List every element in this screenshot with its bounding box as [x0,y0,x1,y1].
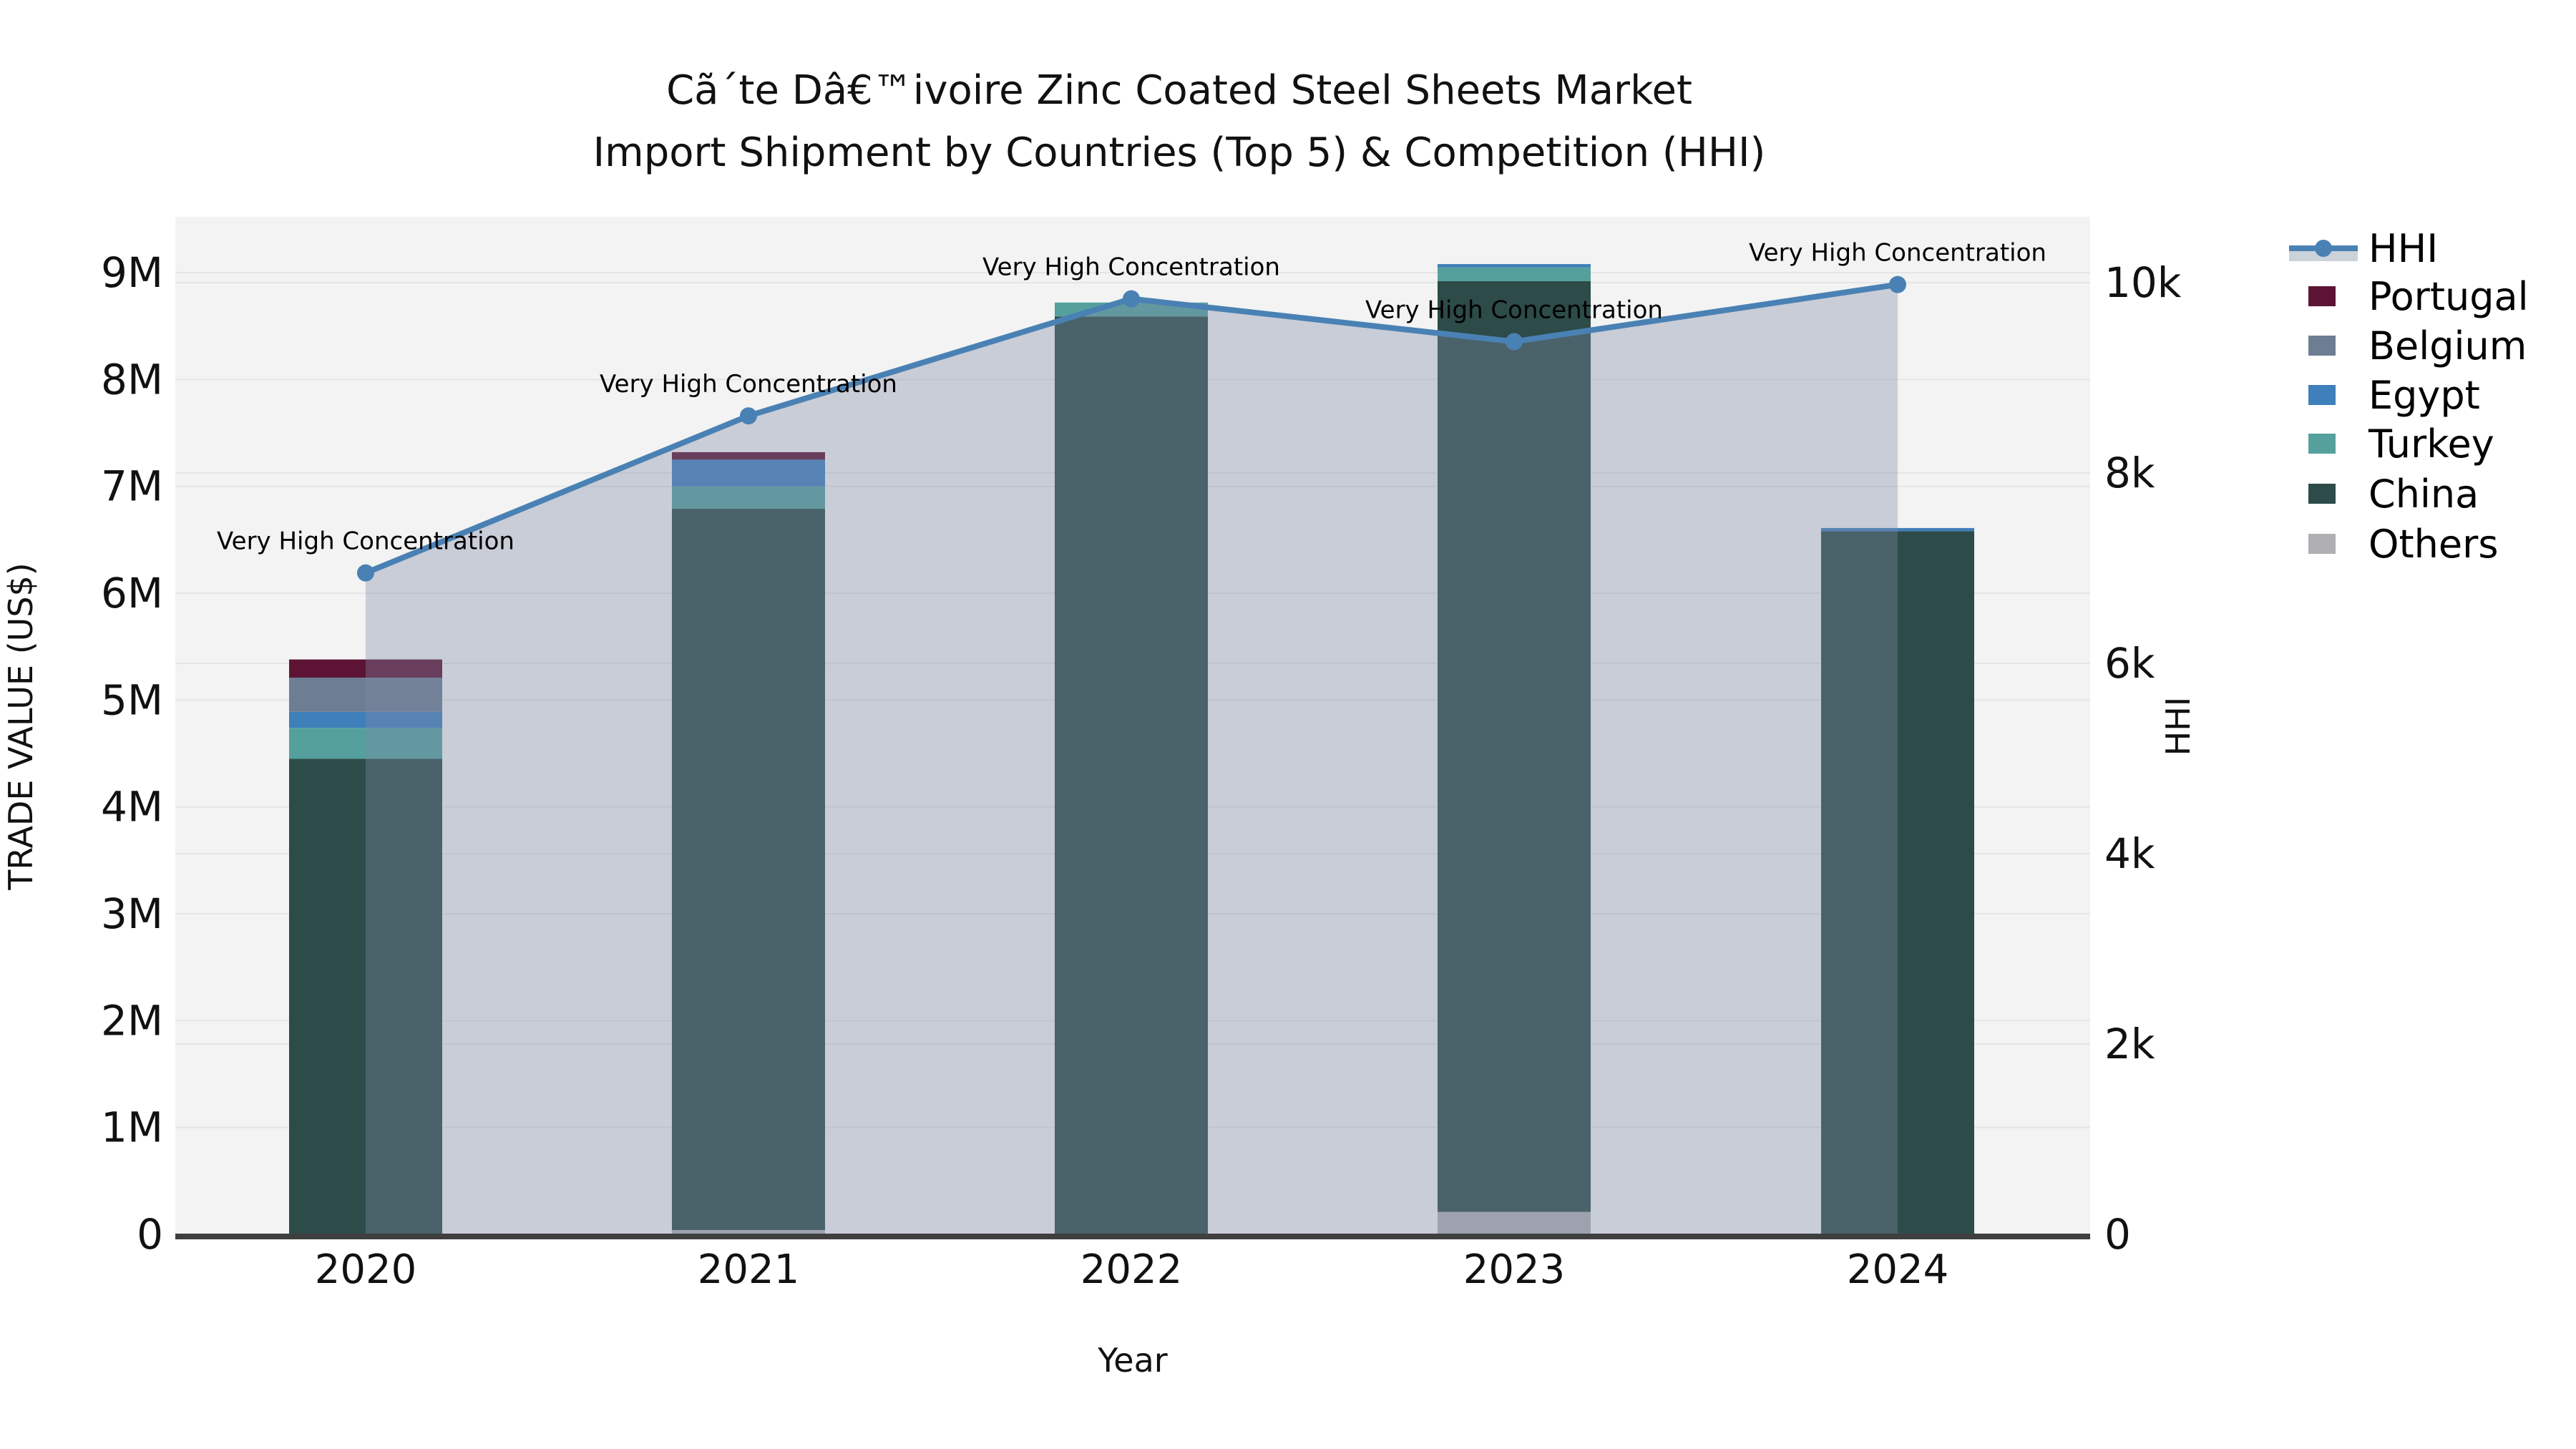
left-axis-title: TRADE VALUE (US$) [1,562,40,890]
legend-swatch-china [2308,484,2336,504]
legend-label-portugal: Portugal [2368,274,2529,319]
bar-segment-egypt-2021 [672,459,825,487]
legend-entry-portugal: Portugal [2308,274,2529,319]
x-axis-title: Year [1097,1341,1167,1380]
bar-segment-portugal-2020 [289,659,442,678]
legend-label-hhi: HHI [2368,226,2438,271]
legend-label-turkey: Turkey [2368,421,2494,467]
right-axis-title: HHI [2159,697,2197,756]
hhi-marker-2024 [1889,275,1906,293]
legend-entry-belgium: Belgium [2308,323,2527,369]
x-tick-2021: 2021 [698,1246,800,1293]
bar-segment-egypt-2024 [1821,527,1974,532]
bar-segment-portugal-2021 [672,452,825,460]
left-tick-6M: 6M [101,569,163,618]
legend-swatch-belgium [2308,336,2336,356]
hhi-area-fill [366,284,1898,1234]
bar-segment-china-2020 [289,758,442,1234]
right-tick-6k: 6k [2104,639,2155,688]
left-tick-3M: 3M [101,889,163,938]
legend-swatch-others [2308,534,2336,554]
legend-label-belgium: Belgium [2368,323,2527,369]
legend-entry-china: China [2308,472,2479,517]
left-tick-1M: 1M [101,1103,163,1152]
legend-hhi-marker [2315,240,2332,257]
legend-swatch-egypt [2308,385,2336,405]
bar-segment-turkey-2023 [1438,267,1591,281]
bar-segment-turkey-2021 [672,486,825,509]
x-tick-2022: 2022 [1080,1246,1183,1293]
right-tick-4k: 4k [2104,829,2155,878]
x-tick-2023: 2023 [1463,1246,1566,1293]
bar-segment-belgium-2020 [289,677,442,712]
bar-segment-china-2023 [1438,280,1591,1212]
right-tick-0: 0 [2104,1210,2131,1259]
left-tick-5M: 5M [101,675,163,724]
bar-segment-turkey-2020 [289,728,442,759]
chart-title-line1: Cã´te Dâ€™ivoire Zinc Coated Steel Sheet… [666,67,1692,114]
left-tick-2M: 2M [101,996,163,1045]
hhi-marker-2021 [740,407,757,425]
left-tick-8M: 8M [101,355,163,404]
annotation-2023: Very High Concentration [1365,296,1663,324]
annotation-2022: Very High Concentration [982,253,1280,282]
x-tick-2024: 2024 [1847,1246,1949,1293]
bar-segment-china-2021 [672,509,825,1231]
hhi-marker-2022 [1123,290,1140,308]
bar-segment-others-2023 [1438,1211,1591,1234]
annotation-2024: Very High Concentration [1749,239,2046,268]
annotation-2021: Very High Concentration [600,370,897,399]
bar-segment-egypt-2020 [289,711,442,728]
left-tick-4M: 4M [101,783,163,831]
chart-title-line2: Import Shipment by Countries (Top 5) & C… [593,130,1766,176]
legend-label-china: China [2368,472,2479,517]
legend-entry-hhi: HHI [2289,226,2438,271]
legend-entry-turkey: Turkey [2308,421,2494,467]
annotation-2020: Very High Concentration [217,527,514,556]
legend-swatch-portugal [2308,286,2336,306]
bar-segment-china-2022 [1055,316,1208,1234]
right-tick-2k: 2k [2104,1020,2155,1068]
bar-segment-egypt-2023 [1438,264,1591,268]
left-tick-9M: 9M [101,248,163,297]
bar-segment-china-2024 [1821,531,1974,1234]
left-tick-0: 0 [137,1210,163,1259]
legend-label-egypt: Egypt [2368,373,2480,418]
x-tick-2020: 2020 [315,1246,417,1293]
legend-swatch-turkey [2308,434,2336,454]
right-tick-10k: 10k [2104,258,2182,307]
right-tick-8k: 8k [2104,449,2155,497]
legend-label-others: Others [2368,522,2498,567]
legend-entry-egypt: Egypt [2308,373,2480,418]
left-tick-7M: 7M [101,462,163,511]
legend-entry-others: Others [2308,522,2498,567]
bar-segment-others-2021 [672,1230,825,1234]
hhi-marker-2020 [357,564,374,582]
hhi-marker-2023 [1506,333,1523,351]
